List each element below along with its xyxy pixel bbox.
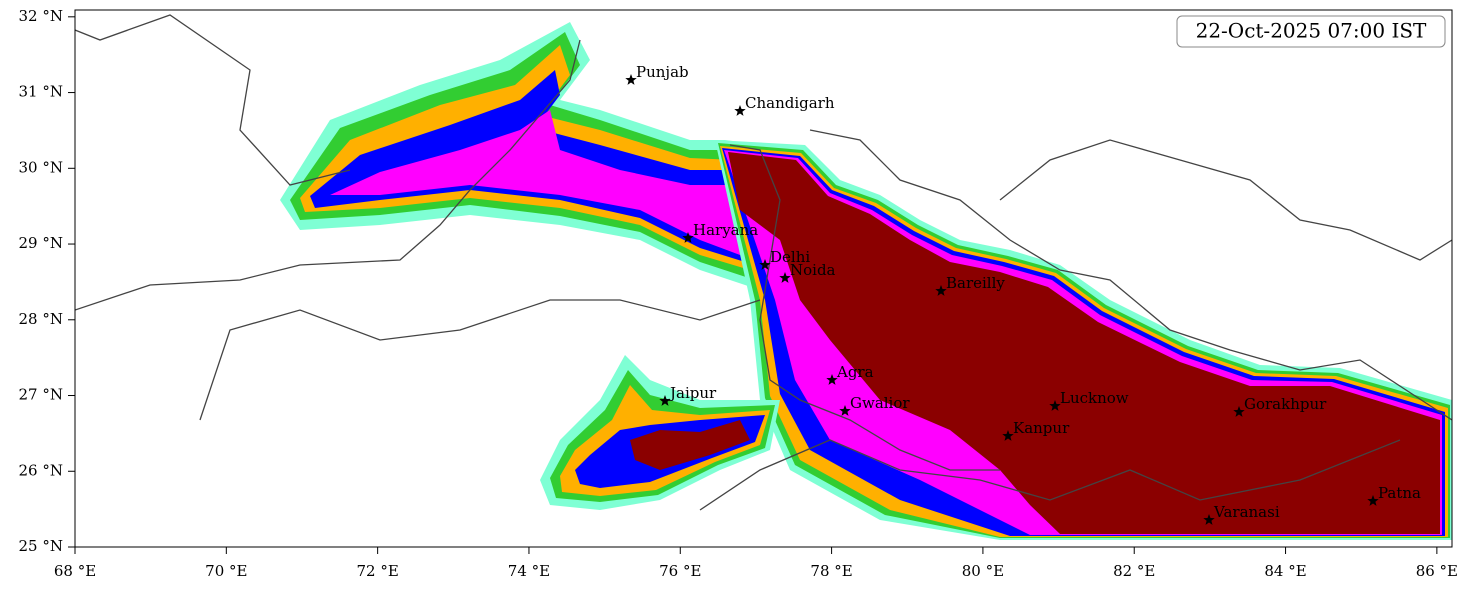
- city-label: Patna: [1378, 484, 1421, 502]
- y-tick-label: 30 °N: [19, 158, 63, 176]
- x-tick-label: 70 °E: [205, 562, 247, 580]
- timestamp: 22-Oct-2025 07:00 IST: [1196, 19, 1427, 43]
- city-marker: [1002, 430, 1014, 441]
- x-tick-label: 72 °E: [356, 562, 398, 580]
- x-tick-label: 78 °E: [810, 562, 852, 580]
- city-marker: [779, 272, 791, 283]
- x-tick-label: 74 °E: [508, 562, 550, 580]
- y-tick-label: 31 °N: [19, 83, 63, 101]
- city-marker: [1233, 406, 1245, 417]
- borders: [75, 14, 1452, 511]
- x-tick-label: 76 °E: [659, 562, 701, 580]
- y-tick-label: 26 °N: [19, 461, 63, 479]
- y-tick-label: 25 °N: [19, 537, 63, 555]
- x-tick-label: 80 °E: [962, 562, 1004, 580]
- rainfall-field: [280, 22, 1452, 540]
- city-label: Punjab: [636, 63, 689, 81]
- x-tick-label: 68 °E: [54, 562, 96, 580]
- x-tick-label: 86 °E: [1416, 562, 1458, 580]
- city-label: Delhi: [770, 248, 810, 266]
- city-marker: [682, 232, 694, 243]
- city-marker: [1203, 514, 1215, 525]
- y-tick-label: 28 °N: [19, 310, 63, 328]
- timestamp-box: [1176, 15, 1446, 48]
- y-tick-label: 32 °N: [19, 7, 63, 25]
- city-label: Jaipur: [668, 384, 717, 402]
- y-tick-label: 27 °N: [19, 386, 63, 404]
- city-marker: [759, 259, 771, 270]
- city-label: Noida: [790, 261, 836, 279]
- city-marker: [625, 74, 637, 85]
- city-label: Varanasi: [1213, 503, 1280, 521]
- y-tick-label: 29 °N: [19, 234, 63, 252]
- city-marker: [935, 285, 947, 296]
- city-label: Lucknow: [1060, 389, 1129, 407]
- city-label: Gorakhpur: [1244, 395, 1327, 413]
- city-marker: [659, 395, 671, 406]
- city-marker: [734, 105, 746, 116]
- city-label: Haryana: [693, 221, 758, 239]
- city-label: Agra: [836, 363, 874, 381]
- city-marker: [826, 374, 838, 385]
- city-marker: [1367, 495, 1379, 506]
- city-marker: [1049, 400, 1061, 411]
- city-label: Gwalior: [850, 394, 910, 412]
- x-tick-label: 82 °E: [1113, 562, 1155, 580]
- city-marker: [839, 405, 851, 416]
- city-label: Kanpur: [1013, 419, 1070, 437]
- x-tick-label: 84 °E: [1264, 562, 1306, 580]
- city-label: Chandigarh: [745, 94, 835, 112]
- plot-frame: [74, 9, 1453, 548]
- city-label: Bareilly: [946, 274, 1005, 292]
